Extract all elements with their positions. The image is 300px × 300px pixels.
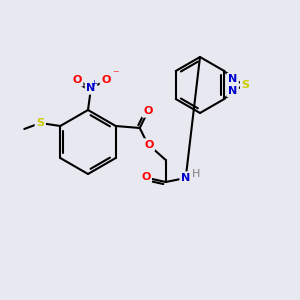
Text: O: O [141,172,150,182]
Text: O: O [144,140,153,150]
Text: N: N [228,86,237,96]
Text: H: H [191,169,200,179]
Text: O: O [72,75,82,85]
Text: O: O [101,75,111,85]
Text: S: S [242,80,250,90]
Text: +: + [91,79,98,88]
Text: N: N [228,74,237,84]
Text: O: O [143,106,152,116]
Text: ⁻: ⁻ [112,68,118,82]
Text: N: N [86,83,96,93]
Text: N: N [181,173,190,183]
Text: S: S [36,118,44,128]
